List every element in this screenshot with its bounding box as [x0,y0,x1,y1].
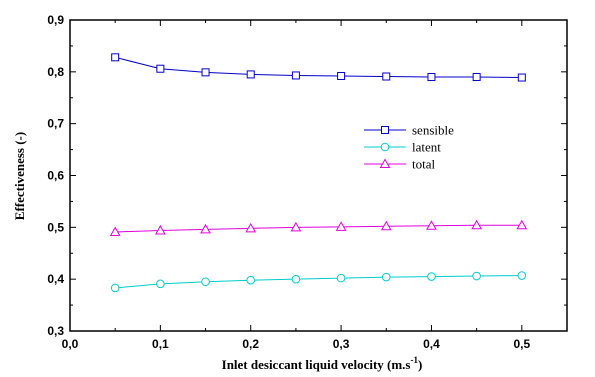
data-point-sensible [382,72,391,81]
data-point-total [155,224,166,235]
legend-marker-sensible [381,126,389,134]
x-axis-title-superscript: -1 [411,355,419,365]
y-tick-label: 0,5 [47,220,64,234]
data-point-total [335,221,347,231]
data-point-total [109,226,121,236]
legend-label-sensible: sensible [412,123,454,138]
y-tick-label: 0,6 [47,169,64,183]
legend-label-latent: latent [412,140,441,155]
legend-label-total: total [412,157,435,172]
data-point-latent [336,273,346,283]
data-point-sensible [427,73,436,82]
series-line-latent [115,275,522,289]
x-axis-title-main: Inlet desiccant liquid velocity (m.s [222,357,411,372]
y-tick-label: 0,8 [47,65,64,79]
x-tick-label: 0,3 [333,337,350,351]
series-latent [110,271,527,293]
data-point-sensible [246,70,255,79]
data-point-sensible [111,53,120,62]
data-point-latent [291,274,301,284]
x-axis-title-end: ) [418,357,422,372]
plot-border [69,19,568,332]
data-point-sensible [201,68,210,77]
x-tick-label: 0,5 [513,337,530,351]
legend: sensible latent total [364,123,454,172]
y-tick-label: 0,9 [47,13,64,27]
plot-frame [69,19,568,332]
series-line-total [115,224,522,233]
data-point-sensible [517,73,526,82]
data-point-sensible [337,71,346,80]
data-point-sensible [472,73,481,82]
y-axis-title: Effectiveness (-) [12,132,27,220]
x-tick-label: 0,4 [423,337,440,351]
y-tick-label: 0,7 [47,117,64,131]
axis-ticks: 0,0 0,1 0,2 0,3 0,4 0,5 0,3 0,4 0,5 0,6 0,7 0,8 0,9 [47,13,568,351]
data-point-total [516,219,528,230]
data-point-total [380,220,392,231]
legend-marker-latent [380,142,390,152]
series-layer [109,53,528,293]
data-point-latent [427,272,436,281]
data-point-sensible [291,71,300,80]
x-tick-label: 0,2 [242,337,259,351]
legend-entry-latent: latent [364,140,441,155]
legend-entry-total: total [364,157,435,172]
data-point-total [200,223,211,234]
legend-marker-total [379,158,391,168]
data-point-latent [472,271,481,281]
series-total [109,219,528,236]
x-tick-label: 0,1 [152,337,169,351]
data-point-latent [201,277,210,287]
data-point-latent [110,283,120,293]
x-tick-label: 0,0 [62,337,79,351]
data-point-total [471,219,482,230]
data-point-sensible [156,64,165,73]
data-point-latent [246,275,256,285]
series-line-sensible [115,56,522,79]
data-point-latent [517,271,527,280]
data-point-total [290,221,302,232]
data-point-total [426,220,437,230]
legend-entry-sensible: sensible [364,123,454,138]
data-point-latent [381,272,391,282]
data-point-latent [156,279,165,289]
x-axis-title: Inlet desiccant liquid velocity (m.s-1) [222,355,423,372]
data-point-total [245,222,257,233]
y-tick-label: 0,4 [47,272,64,286]
y-tick-label: 0,3 [47,324,64,338]
series-sensible [111,53,526,82]
